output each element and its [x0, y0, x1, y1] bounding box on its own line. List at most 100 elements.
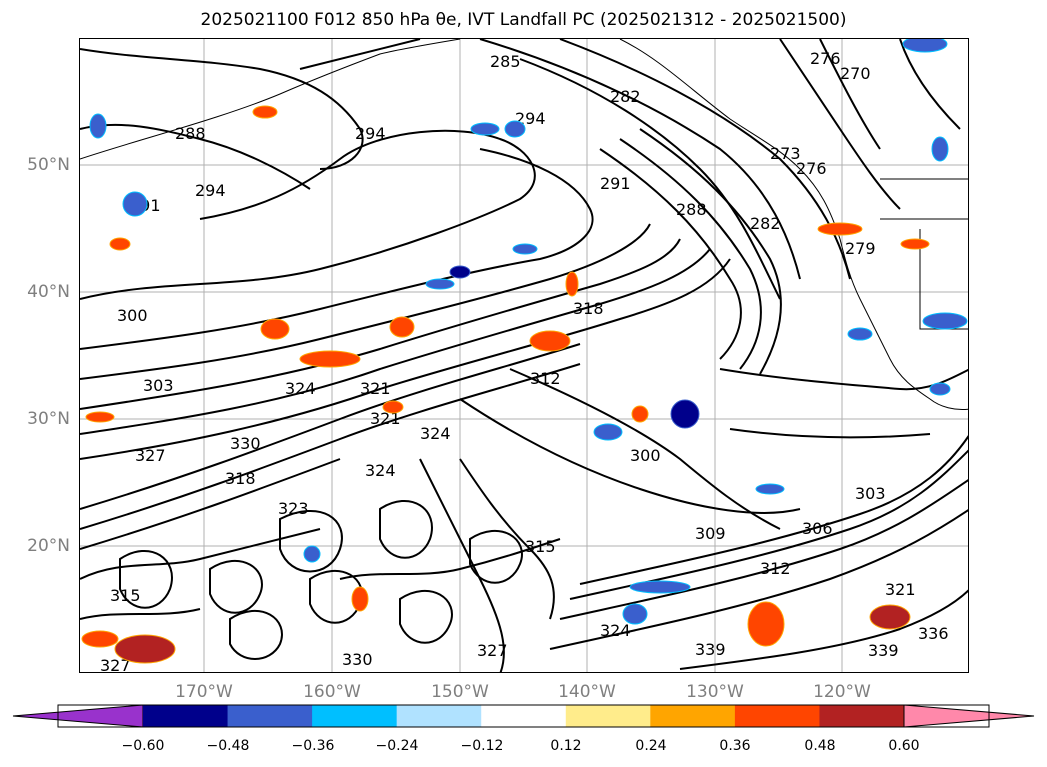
contour-label: 318: [573, 299, 604, 318]
colorbar-tick-label: −0.60: [121, 738, 165, 754]
contour-label: 327: [477, 641, 508, 660]
contour-label: 321: [885, 580, 916, 599]
contour-label: 300: [630, 446, 661, 465]
contour-label: 330: [342, 650, 373, 669]
shading-blob: [299, 350, 361, 368]
contour-label: 306: [802, 519, 833, 538]
colorbar-tick-label: 0.24: [635, 738, 667, 754]
shading-blob: [389, 316, 415, 338]
shading-blob: [902, 39, 948, 53]
colorbar-segment: [396, 705, 482, 727]
contour-label: 300: [117, 306, 148, 325]
lon-label-150w: 150°W: [431, 682, 489, 702]
colorbar-border: [57, 704, 990, 728]
contour-label: 321: [360, 379, 391, 398]
contour-label: 321: [370, 409, 401, 428]
shading-blob: [747, 601, 785, 647]
contour-label: 339: [695, 640, 726, 659]
shading-blob: [529, 330, 571, 352]
contour-label: 324: [365, 461, 396, 480]
shading-blob: [351, 586, 369, 612]
pc-shading: [81, 39, 968, 664]
colorbar-extend-high: [903, 704, 1035, 728]
shading-blob: [593, 423, 623, 441]
shading-blob: [260, 318, 290, 340]
shading-blob: [629, 580, 691, 594]
contour-label: 288: [676, 200, 707, 219]
contour-label: 309: [695, 524, 726, 543]
shading-blob: [622, 603, 648, 625]
lon-label-160w: 160°W: [303, 682, 361, 702]
contour-label: 282: [610, 87, 641, 106]
contour-label: 315: [525, 537, 556, 556]
contour-label: 282: [750, 214, 781, 233]
colorbar-segments: [12, 704, 1035, 728]
colorbar-extend-low: [12, 704, 144, 728]
contour-label: 312: [760, 559, 791, 578]
theta-e-contours: [80, 39, 968, 672]
contour-label: 285: [490, 52, 521, 71]
lon-label-130w: 130°W: [686, 682, 744, 702]
contour-label-group: 285 291 294 282 276 270 288 294 273 276 …: [100, 49, 949, 672]
contour-label: 270: [840, 64, 871, 83]
contour-label: 324: [420, 424, 451, 443]
contour-label: 294: [195, 181, 226, 200]
lon-label-140w: 140°W: [558, 682, 616, 702]
colorbar: [12, 704, 1035, 728]
contour-label: 315: [110, 586, 141, 605]
contour-label: 323: [278, 499, 309, 518]
coastline: [80, 39, 968, 410]
shading-blob: [631, 405, 649, 423]
shading-blob: [929, 382, 951, 396]
contour-label: 336: [918, 624, 949, 643]
shading-blob: [512, 243, 538, 255]
shading-blob: [755, 483, 785, 495]
colorbar-tick-label: 0.48: [804, 738, 836, 754]
contour-label: 330: [230, 434, 261, 453]
shading-blob: [81, 630, 119, 648]
shading-blob: [900, 238, 930, 250]
contour-label: 279: [845, 239, 876, 258]
colorbar-segment: [312, 705, 398, 727]
contour-label: 273: [770, 144, 801, 163]
shading-blob: [565, 271, 579, 297]
shading-blob: [109, 237, 131, 251]
shading-blob: [670, 399, 700, 429]
shading-blob: [89, 113, 107, 139]
shading-blob: [303, 545, 321, 563]
shading-blob: [122, 191, 148, 217]
map-svg: 285 291 294 282 276 270 288 294 273 276 …: [80, 39, 968, 672]
colorbar-segment: [565, 705, 651, 727]
contour-label: 288: [175, 124, 206, 143]
lat-label-40n: 40°N: [27, 282, 70, 302]
colorbar-segment: [819, 705, 905, 727]
colorbar-tick-label: −0.36: [291, 738, 335, 754]
contour-label: 324: [600, 621, 631, 640]
shading-blob: [449, 265, 471, 279]
contour-label: 276: [810, 49, 841, 68]
colorbar-segment: [734, 705, 820, 727]
shading-blob: [847, 327, 873, 341]
contour-label: 303: [143, 376, 174, 395]
colorbar-segment: [650, 705, 736, 727]
contour-label: 294: [355, 124, 386, 143]
contour-label: 327: [135, 446, 166, 465]
contour-label: 312: [530, 369, 561, 388]
contour-label: 339: [868, 641, 899, 660]
lat-label-20n: 20°N: [27, 536, 70, 556]
shading-blob: [252, 105, 278, 119]
colorbar-tick-label: 0.36: [719, 738, 751, 754]
map-title: 2025021100 F012 850 hPa θe, IVT Landfall…: [200, 10, 847, 30]
contour-label: 291: [600, 174, 631, 193]
colorbar-segment: [143, 705, 229, 727]
shading-blob: [931, 136, 949, 162]
colorbar-tick-label: −0.24: [375, 738, 419, 754]
lon-label-170w: 170°W: [175, 682, 233, 702]
contour-label: 303: [855, 484, 886, 503]
colorbar-tick-label: −0.48: [206, 738, 250, 754]
colorbar-segment: [481, 705, 567, 727]
shading-blob: [382, 400, 404, 414]
shading-blob: [114, 634, 176, 664]
colorbar-tick-label: 0.60: [888, 738, 920, 754]
colorbar-tick-label: 0.12: [550, 738, 582, 754]
